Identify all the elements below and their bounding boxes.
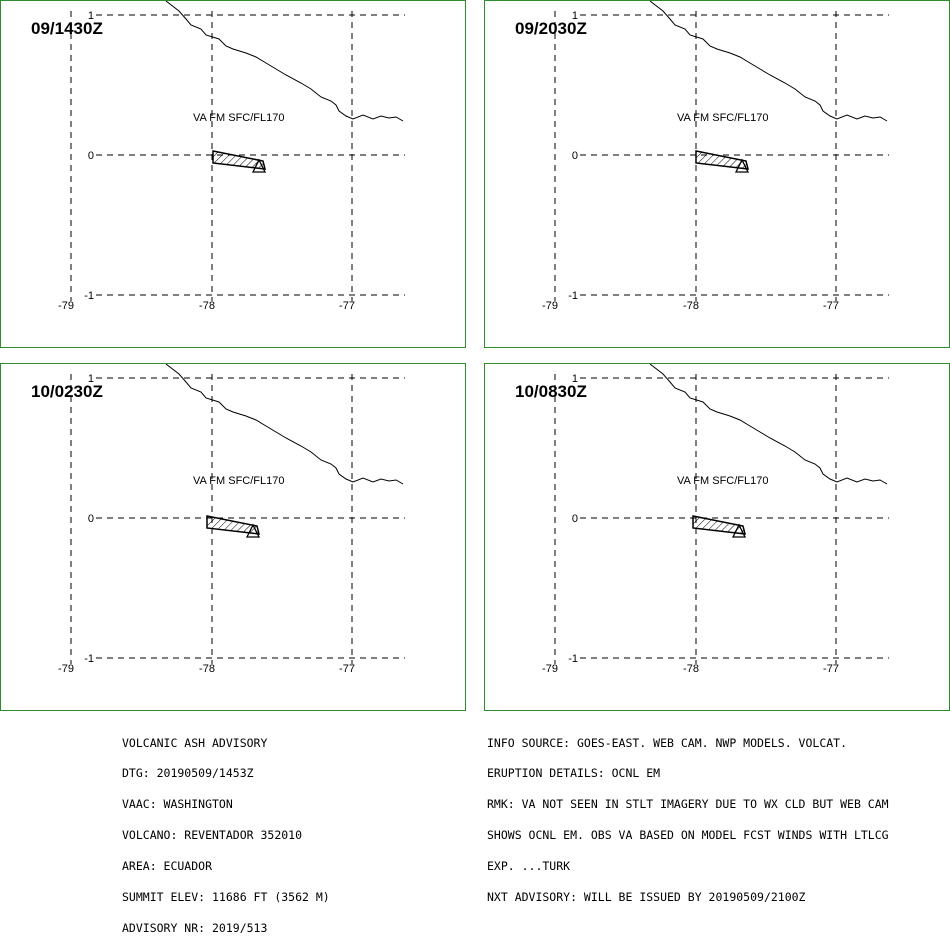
latitude-label: 1 [88,373,94,385]
map-canvas: 1 0 -1 -79 -78 -77 VA FM SFC/FL170 [542,364,889,675]
longitude-label: -78 [683,663,699,675]
forecast-panel-2: 1 0 -1 -79 -78 -77 VA FM SFC/FL170 09/2030Z [484,0,950,348]
forecast-time-label: 09/1430Z [31,19,103,38]
ash-cloud-label: VA FM SFC/FL170 [193,475,285,487]
longitude-label: -77 [339,300,355,312]
forecast-panel-4: 1 0 -1 -79 -78 -77 VA FM SFC/FL170 10/0830Z [484,363,950,711]
coastline-line [165,1,404,122]
coastline-line [649,1,888,122]
longitude-label: -78 [199,300,215,312]
advisory-line: AREA: ECUADOR [122,859,213,874]
advisory-line: NXT ADVISORY: WILL BE ISSUED BY 20190509… [487,890,806,905]
advisory-line: ADVISORY NR: 2019/513 [122,920,268,935]
map-canvas: 1 0 -1 -79 -78 -77 VA FM SFC/FL170 [58,364,405,675]
forecast-panel-3: 1 0 -1 -79 -78 -77 VA FM SFC/FL170 10/0230Z [0,363,466,711]
latitude-label: 0 [572,513,578,525]
forecast-time-label: 10/0830Z [515,382,587,401]
coastline-line [165,364,404,485]
longitude-label: -78 [199,663,215,675]
latitude-label: 0 [88,150,94,162]
latitude-label: 1 [572,373,578,385]
advisory-line: RMK: VA NOT SEEN IN STLT IMAGERY DUE TO … [487,797,889,812]
map-canvas: 1 0 -1 -79 -78 -77 VA FM SFC/FL170 [542,1,889,312]
longitude-label: -79 [542,663,558,675]
advisory-line: EXP. ...TURK [487,859,571,874]
advisory-header-text: VOLCANIC ASH ADVISORY DTG: 20190509/1453… [122,717,330,944]
advisory-line: ERUPTION DETAILS: OCNL EM [487,766,661,781]
forecast-time-label: 09/2030Z [515,19,587,38]
longitude-label: -77 [823,663,839,675]
ash-cloud-label: VA FM SFC/FL170 [677,475,769,487]
latitude-label: -1 [568,653,578,665]
ash-cloud-polygon [695,150,749,170]
ash-cloud-polygon [212,150,266,170]
advisory-line: INFO SOURCE: GOES-EAST. WEB CAM. NWP MOD… [487,735,848,750]
longitude-label: -78 [683,300,699,312]
longitude-label: -77 [339,663,355,675]
longitude-label: -79 [58,663,74,675]
ash-cloud-polygon [206,515,260,535]
forecast-panel-1: 1 0 -1 -79 -78 -77 VA FM SFC/FL170 09/1430Z [0,0,466,348]
advisory-details-text: INFO SOURCE: GOES-EAST. WEB CAM. NWP MOD… [487,717,889,913]
volcano-triangle-icon [245,523,261,538]
longitude-label: -79 [58,300,74,312]
ash-cloud-label: VA FM SFC/FL170 [677,112,769,124]
forecast-time-label: 10/0230Z [31,382,103,401]
longitude-label: -79 [542,300,558,312]
advisory-line: DTG: 20190509/1453Z [122,766,254,781]
latitude-label: -1 [84,290,94,302]
volcano-triangle-icon [734,158,750,173]
coastline-line [649,364,888,485]
advisory-line: VAAC: WASHINGTON [122,797,233,812]
latitude-label: 0 [88,513,94,525]
volcano-triangle-icon [731,523,747,538]
volcano-triangle-icon [251,158,267,173]
advisory-line: VOLCANIC ASH ADVISORY [122,735,268,750]
latitude-label: 0 [572,150,578,162]
ash-cloud-label: VA FM SFC/FL170 [193,112,285,124]
latitude-label: 1 [88,10,94,22]
ash-cloud-polygon [692,515,746,535]
map-canvas: 1 0 -1 -79 -78 -77 VA FM SFC/FL170 [58,1,405,312]
latitude-label: -1 [568,290,578,302]
latitude-label: -1 [84,653,94,665]
latitude-label: 1 [572,10,578,22]
advisory-line: SUMMIT ELEV: 11686 FT (3562 M) [122,890,330,905]
longitude-label: -77 [823,300,839,312]
advisory-line: SHOWS OCNL EM. OBS VA BASED ON MODEL FCS… [487,828,889,843]
advisory-line: VOLCANO: REVENTADOR 352010 [122,828,303,843]
